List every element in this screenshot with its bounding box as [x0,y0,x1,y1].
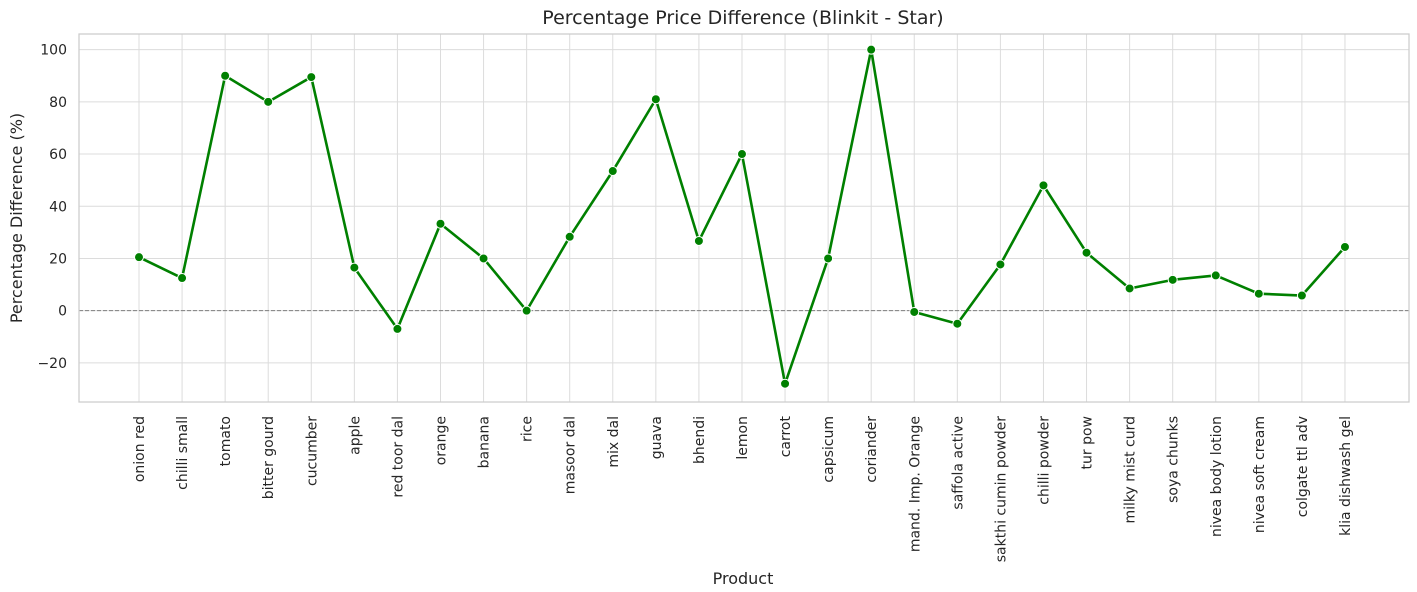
data-point [1296,290,1307,301]
data-point [1253,288,1264,299]
data-point [306,72,317,83]
data-point [478,253,489,264]
grid [79,34,1409,402]
x-tick-label: capsicum [821,416,837,483]
data-point [1167,274,1178,285]
x-tick-label: mand. Imp. Orange [907,416,923,552]
data-point [349,262,360,273]
y-tick-label: 80 [49,95,67,111]
x-tick-label: saffola active [950,416,966,510]
data-point [134,252,144,263]
chart-title: Percentage Price Difference (Blinkit - S… [542,7,943,29]
x-tick-label: onion red [132,416,148,482]
data-point [1081,247,1092,258]
x-tick-label: tur pow [1080,416,1096,469]
x-tick-label: lemon [735,416,751,460]
y-tick-label: 0 [58,304,67,320]
x-tick-label: chilli small [175,416,191,490]
data-point [1339,241,1350,252]
data-point [909,306,920,317]
x-tick-label: klia dishwash gel [1338,416,1354,536]
data-point [1038,180,1049,191]
data-point [177,273,188,284]
x-tick-label: bitter gourd [261,416,277,499]
data-point [952,318,963,329]
data-point [1210,270,1221,281]
data-point [263,96,274,107]
x-tick-label: banana [477,416,493,468]
x-tick-label: mix dal [606,416,622,468]
y-tick-label: −20 [37,356,67,372]
data-point [435,218,446,229]
data-point [607,166,618,177]
y-tick-label: 40 [49,199,67,215]
x-tick-label: nivea soft cream [1252,416,1268,533]
x-tick-label: carrot [778,415,794,457]
x-tick-label: milky mist curd [1123,416,1139,524]
y-tick-label: 100 [40,43,67,59]
data-point [995,259,1006,270]
x-tick-label: red toor dal [390,416,406,498]
x-tick-label: nivea body lotion [1209,416,1225,537]
data-point [866,44,877,55]
x-tick-label: apple [347,416,363,455]
x-tick-label: masoor dal [563,416,579,494]
x-axis-label: Product [713,569,774,588]
x-tick-label: orange [433,416,449,465]
y-tick-label: 60 [49,147,67,163]
data-point [392,323,403,334]
data-point [693,235,704,246]
series-layer [134,44,1350,389]
x-tick-label: chilli powder [1036,416,1052,505]
plot-frame [78,33,1410,403]
y-tick-label: 20 [49,251,67,267]
data-point [823,253,834,264]
data-point [736,149,747,160]
x-tick-label: colgate ttl adv [1295,416,1311,517]
x-tick-label: tomato [218,416,234,466]
x-tick-label: soya chunks [1166,416,1182,503]
data-point [1124,283,1135,294]
data-point [650,94,661,105]
x-tick-label: bhendi [692,416,708,464]
x-tick-label: rice [520,416,536,442]
data-point [780,378,791,389]
x-tick-label: sakthi cumin powder [993,416,1009,563]
x-tick-label: cucumber [304,416,320,486]
data-point [564,231,575,242]
x-tick-label: coriander [864,416,880,483]
data-point [220,70,231,81]
x-tick-label: guava [649,416,665,459]
data-point [521,305,532,316]
y-axis-label: Percentage Difference (%) [7,113,26,323]
axes: −20 0 20 40 60 80 100 onion red chilli small toma… [37,33,1410,563]
